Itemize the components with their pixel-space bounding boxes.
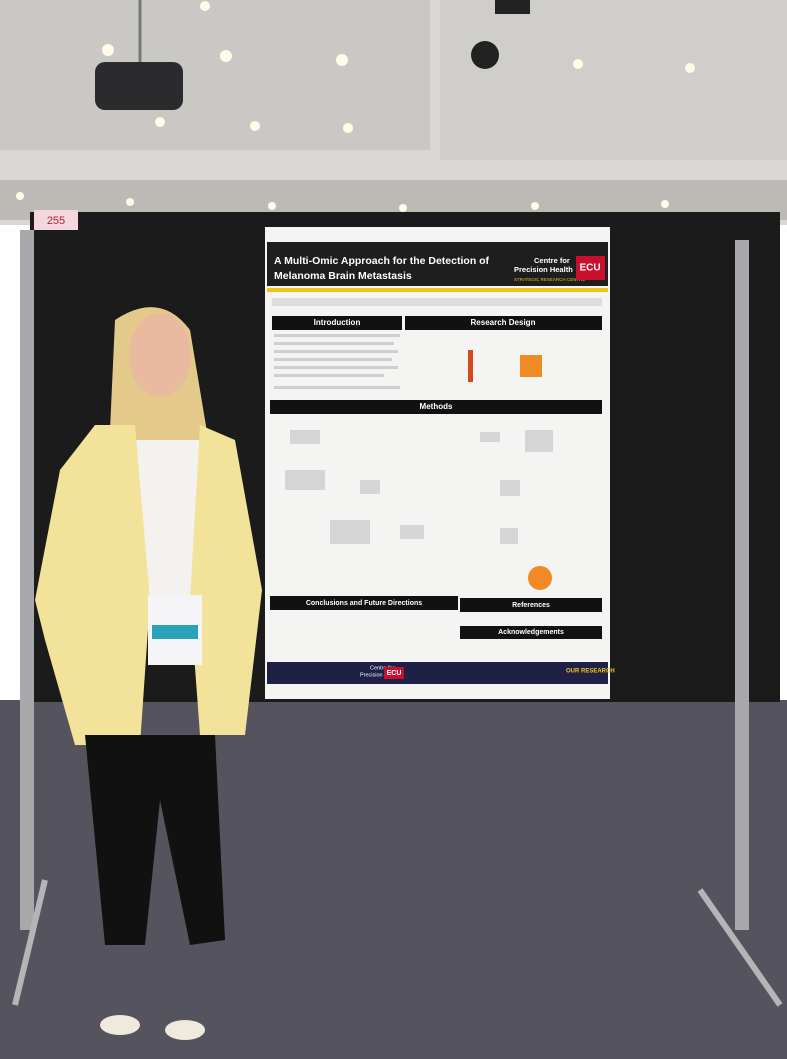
stage-light <box>471 41 499 69</box>
booth-tag <box>34 210 78 230</box>
section-header <box>270 596 458 610</box>
booth-number: 255 <box>47 215 65 227</box>
logo-brand: ECU <box>579 263 600 274</box>
stand-foot <box>697 888 783 1007</box>
figure <box>528 566 552 590</box>
stand-pole <box>735 240 749 930</box>
section-header <box>460 626 602 639</box>
section-header <box>460 598 602 612</box>
blazer <box>35 425 150 745</box>
footer-brand: ECU <box>387 670 402 677</box>
logo-text: Centre for <box>534 256 570 265</box>
figure <box>520 355 542 377</box>
ceiling-panel <box>440 0 787 160</box>
section-title: References <box>512 602 550 609</box>
ceiling-lights <box>16 1 695 212</box>
projector <box>95 62 183 110</box>
footer-band <box>267 662 608 684</box>
logo-tagline: STRATEGIC RESEARCH CENTRE <box>514 277 585 282</box>
section-title: Conclusions and Future Directions <box>306 600 422 607</box>
section-title: Methods <box>420 402 453 411</box>
accent-stripe <box>267 288 608 292</box>
poster-title: A Multi-Omic Approach for the Detection … <box>274 255 490 267</box>
person <box>35 307 262 1040</box>
methods-figures <box>285 430 553 544</box>
section-title: Research Design <box>471 318 536 327</box>
title-band <box>267 242 608 286</box>
footer-text: Precision Health <box>360 672 400 678</box>
section-title: Acknowledgements <box>498 629 564 636</box>
ceiling-panel <box>0 0 430 150</box>
blazer <box>190 425 262 735</box>
footer-text: Centre for <box>370 665 395 671</box>
body-text <box>274 334 400 389</box>
stand-pole <box>20 230 34 930</box>
stage-light-mount <box>495 0 530 14</box>
footer-logo <box>384 667 404 679</box>
section-header <box>405 316 602 330</box>
figure <box>468 350 473 382</box>
shoe <box>165 1020 205 1040</box>
face <box>129 313 191 397</box>
trousers <box>85 735 225 945</box>
poster: A Multi-Omic Approach for the Detection … <box>265 227 615 699</box>
footer-heading: OUR RESEARCH <box>566 669 615 675</box>
section-title: Introduction <box>314 318 361 327</box>
authors-line <box>272 298 602 306</box>
stand-foot <box>12 879 48 1006</box>
logo-text: Precision Health <box>514 265 573 274</box>
logo-box <box>576 256 605 280</box>
badge-stripe <box>152 625 198 639</box>
shoe <box>100 1015 140 1035</box>
section-header <box>272 316 402 330</box>
section-header <box>270 400 602 414</box>
poster-title: Melanoma Brain Metastasis <box>274 270 412 282</box>
